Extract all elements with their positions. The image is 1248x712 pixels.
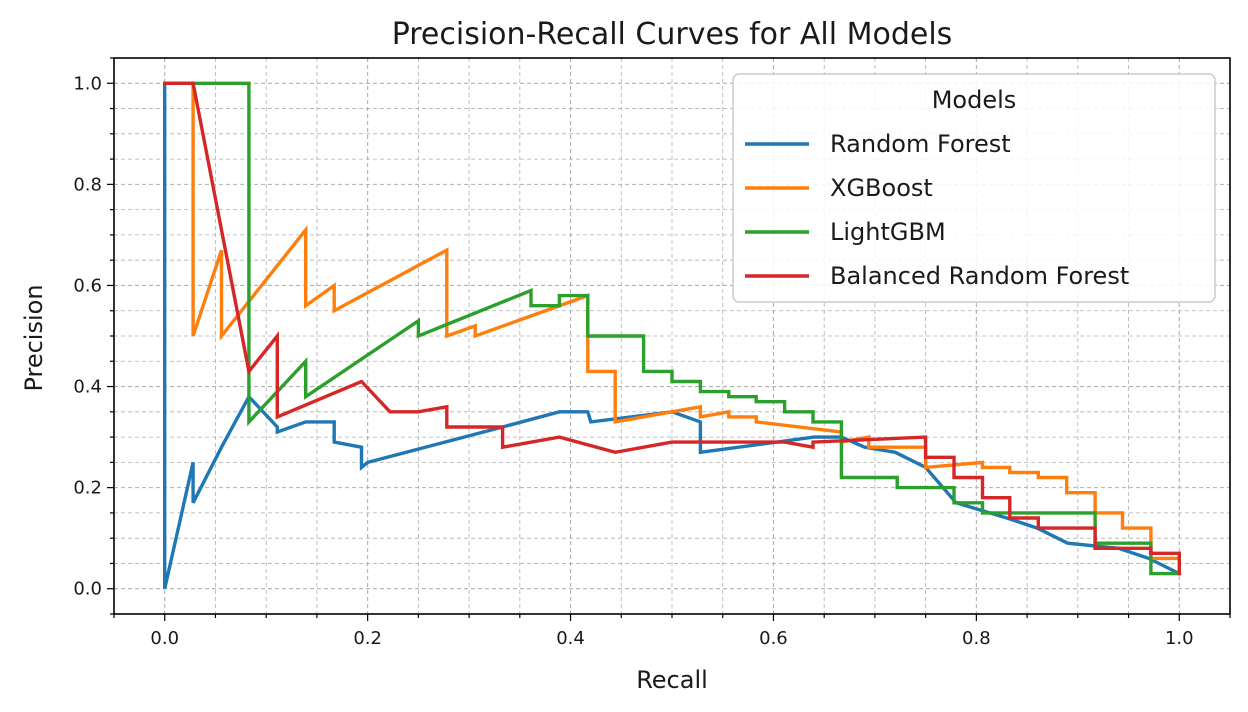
series-line-lightgbm (162, 81, 1182, 576)
axis-ticks: 0.0 0.2 0.4 0.6 0.8 1.0 0.0 0.2 0.4 0.6 0.8 1.0 (73, 57, 1231, 649)
x-tick-label: 0.8 (962, 628, 991, 649)
legend-box (732, 73, 1216, 303)
legend-label-random-forest: Random Forest (830, 130, 1011, 158)
x-tick-label: 0.0 (150, 628, 179, 649)
y-axis-label: Precision (20, 284, 48, 391)
series-line-xgboost (162, 81, 1182, 561)
y-tick-label: 0.2 (73, 478, 102, 499)
series-line-balanced-random-forest (162, 81, 1182, 576)
legend-label-balanced-random-forest: Balanced Random Forest (830, 262, 1129, 290)
x-axis-label: Recall (636, 666, 708, 694)
legend-label-lightgbm: LightGBM (830, 218, 946, 246)
chart-title: Precision-Recall Curves for All Models (392, 17, 953, 52)
legend: Models Random Forest XGBoost LightGBM Balan… (732, 73, 1216, 303)
grid-lines (113, 57, 1231, 615)
y-tick-label: 0.4 (73, 377, 102, 398)
y-tick-label: 0.0 (73, 579, 102, 600)
x-tick-label: 0.2 (353, 628, 382, 649)
legend-label-xgboost: XGBoost (830, 174, 933, 202)
x-tick-label: 1.0 (1165, 628, 1194, 649)
y-tick-label: 1.0 (73, 73, 102, 94)
x-tick-label: 0.6 (759, 628, 788, 649)
plot-series (162, 81, 1182, 590)
x-tick-label: 0.4 (556, 628, 585, 649)
legend-title: Models (932, 86, 1017, 114)
y-tick-label: 0.6 (73, 275, 102, 296)
y-tick-label: 0.8 (73, 174, 102, 195)
